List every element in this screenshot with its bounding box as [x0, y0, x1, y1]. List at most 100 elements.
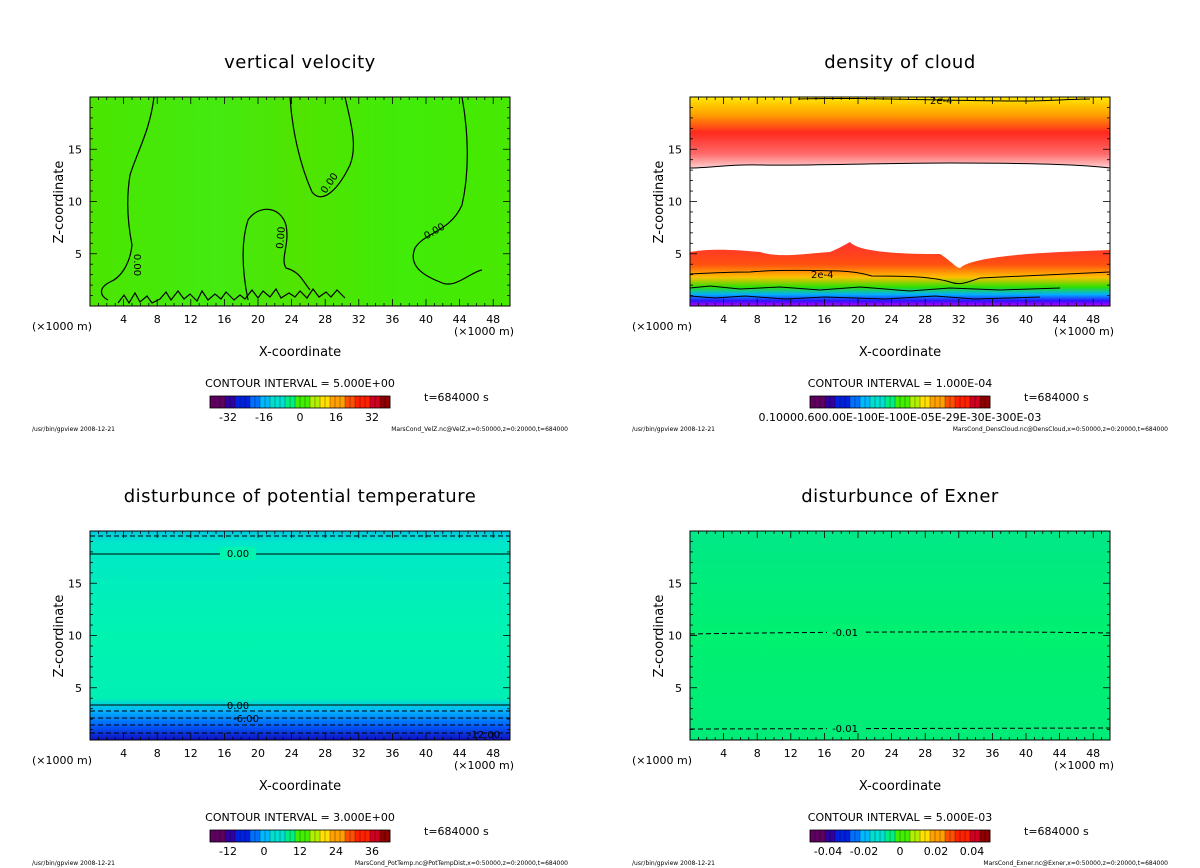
- colorbar-cell: [260, 830, 266, 842]
- colorbar-cell: [845, 396, 851, 408]
- colorbar-cell: [280, 396, 286, 408]
- colorbar-tick-label: -0.04: [814, 845, 842, 858]
- colorbar-cell: [920, 396, 926, 408]
- colorbar-cell: [880, 830, 886, 842]
- x-tick-label: 44: [1053, 313, 1067, 326]
- colorbar-cell: [925, 396, 931, 408]
- colorbar-cell: [975, 396, 981, 408]
- x-tick-label: 20: [851, 313, 865, 326]
- colorbar-cell: [330, 830, 336, 842]
- plot-area: [90, 97, 510, 306]
- colorbar-cell: [985, 830, 991, 842]
- contour-label: -6.00: [233, 714, 259, 725]
- colorbar-cell: [920, 830, 926, 842]
- x-tick-label: 24: [285, 747, 299, 760]
- colorbar-tick-label: 0.02: [924, 845, 949, 858]
- colorbar-cell: [955, 830, 961, 842]
- colorbar-cell: [930, 396, 936, 408]
- colorbar-cell: [340, 830, 346, 842]
- colorbar-cell: [925, 830, 931, 842]
- colorbar-cell: [850, 830, 856, 842]
- y-axis-label: Z-coordinate: [652, 595, 667, 678]
- colorbar-cell: [235, 396, 241, 408]
- colorbar-cell: [835, 830, 841, 842]
- colorbar-cell: [335, 396, 341, 408]
- colorbar-cell: [970, 830, 976, 842]
- colorbar-cell: [355, 830, 361, 842]
- colorbar-cell: [810, 830, 816, 842]
- colorbar-cell: [860, 396, 866, 408]
- colorbar-cell: [895, 830, 901, 842]
- colorbar-tick-label: -12: [219, 845, 237, 858]
- y-tick-label: 15: [68, 143, 82, 156]
- colorbar-cell: [255, 830, 261, 842]
- colorbar-cell: [820, 396, 826, 408]
- colorbar-cell: [275, 396, 281, 408]
- x-tick-label: 28: [918, 747, 932, 760]
- colorbar-cell: [815, 396, 821, 408]
- x-tick-label: 12: [784, 747, 798, 760]
- x-tick-label: 16: [217, 747, 231, 760]
- x-tick-label: 16: [217, 313, 231, 326]
- colorbar-cell: [245, 830, 251, 842]
- colorbar-cell: [305, 830, 311, 842]
- contour-label: 0.00: [131, 254, 142, 276]
- x-tick-label: 24: [285, 313, 299, 326]
- x-tick-label: 4: [120, 313, 127, 326]
- colorbar-cell: [385, 396, 391, 408]
- colorbar-tick-label: -16: [255, 411, 273, 424]
- contour-label: -0.01: [832, 628, 858, 639]
- x-tick-label: 32: [352, 313, 366, 326]
- colorbar-cell: [290, 830, 296, 842]
- colorbar-tick-label: 0: [897, 845, 904, 858]
- colorbar-cell: [380, 830, 386, 842]
- colorbar-cell: [210, 396, 216, 408]
- colorbar-cell: [370, 396, 376, 408]
- colorbar-cell: [890, 396, 896, 408]
- panel-potential-temperature: disturbunce of potential temperature 0.0…: [0, 434, 600, 868]
- colorbar-cell: [950, 830, 956, 842]
- chart-potential-temperature: disturbunce of potential temperature 0.0…: [32, 486, 568, 867]
- colorbar-cell: [840, 396, 846, 408]
- chart-title: disturbunce of Exner: [801, 486, 999, 507]
- colorbar-cell: [305, 396, 311, 408]
- colorbar-cell: [215, 830, 221, 842]
- x-tick-label: 40: [1019, 747, 1033, 760]
- panel-density-of-cloud: density of cloud 2e-4 2e-4 4 8 12 16 20 24 28 3…: [600, 0, 1200, 434]
- chart-exner: disturbunce of Exner -0.01 -0.01 4 8 12 16 2…: [632, 486, 1168, 867]
- y-tick-label: 15: [668, 143, 682, 156]
- x-tick-label: 48: [486, 313, 500, 326]
- x-tick-label: 24: [885, 747, 899, 760]
- colorbar-cell: [905, 830, 911, 842]
- colorbar-cell: [225, 830, 231, 842]
- plot-area: [90, 531, 510, 740]
- x-tick-label: 4: [720, 313, 727, 326]
- colorbar-cell: [370, 830, 376, 842]
- colorbar-cell: [385, 830, 391, 842]
- colorbar-cell: [865, 830, 871, 842]
- x-unit-right: (×1000 m): [1054, 759, 1114, 772]
- colorbar-cell: [335, 830, 341, 842]
- x-tick-label: 40: [419, 747, 433, 760]
- x-unit-left: (×1000 m): [32, 320, 92, 333]
- colorbar-cell: [330, 396, 336, 408]
- colorbar-tick-label: 36: [365, 845, 379, 858]
- colorbar-cell: [345, 830, 351, 842]
- contour-label: 2e-4: [811, 270, 834, 281]
- contour-lines: [90, 535, 510, 734]
- x-tick-label: 16: [817, 313, 831, 326]
- footer-left: /usr/bin/gpview 2008-12-21: [632, 860, 715, 867]
- chart-density-of-cloud: density of cloud 2e-4 2e-4 4 8 12 16 20 24 28 3…: [632, 52, 1168, 433]
- contour-label: -12.00: [468, 730, 500, 741]
- x-tick-label: 48: [1086, 747, 1100, 760]
- x-tick-label: 12: [184, 313, 198, 326]
- colorbar-cell: [840, 830, 846, 842]
- y-tick-label: 10: [668, 196, 682, 209]
- colorbar-cell: [240, 830, 246, 842]
- colorbar-cell: [985, 396, 991, 408]
- footer-right: MarsCond_PotTemp.nc@PotTempDist,x=0:5000…: [355, 860, 568, 867]
- x-tick-label: 12: [184, 747, 198, 760]
- plot-area: [690, 531, 1110, 740]
